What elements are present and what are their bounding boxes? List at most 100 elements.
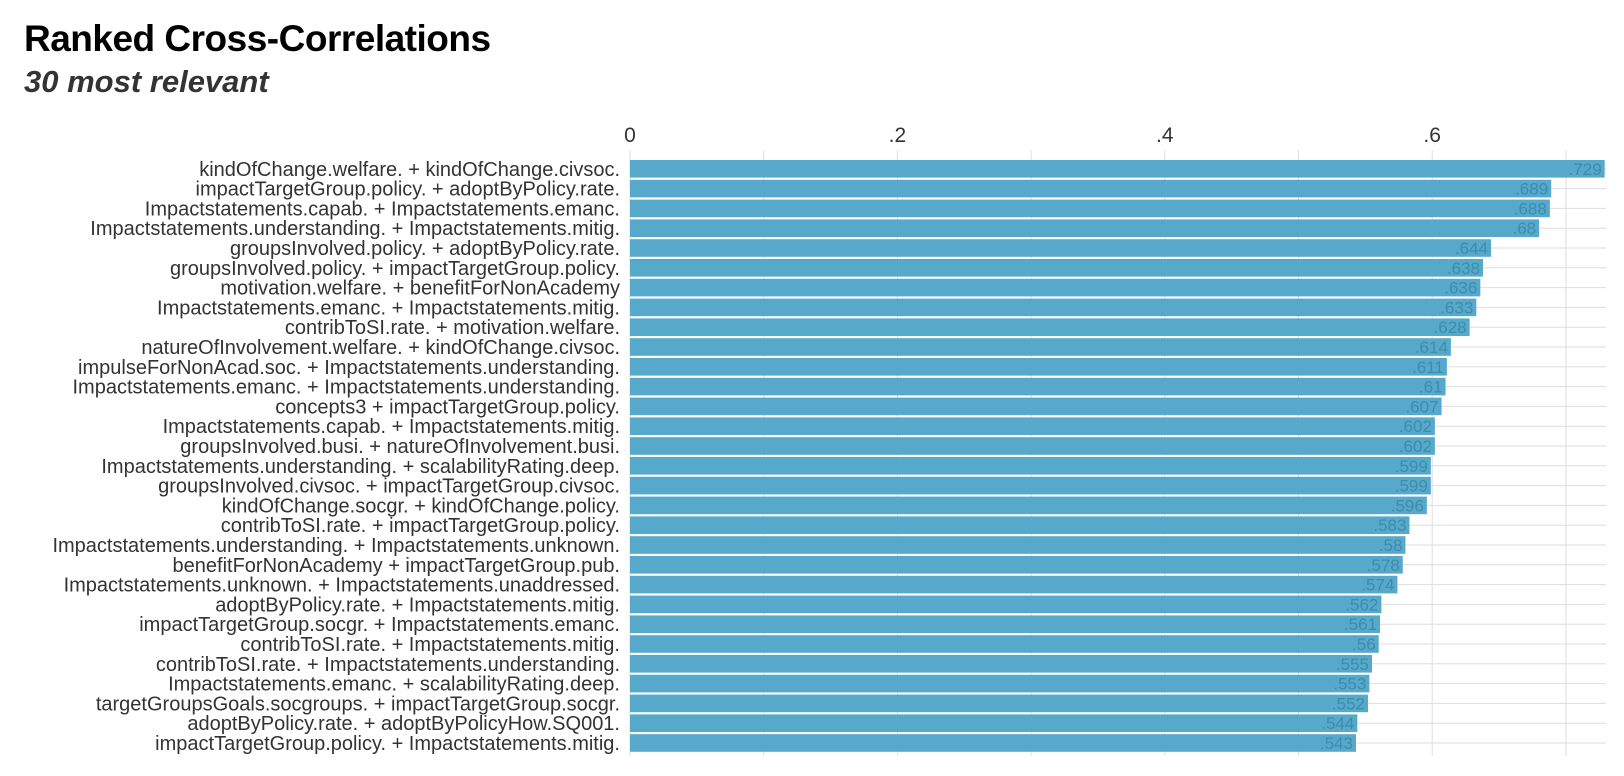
- bar: [630, 377, 1446, 396]
- category-label: impactTargetGroup.policy. + adoptByPolic…: [196, 179, 620, 201]
- data-label: .562: [1345, 595, 1378, 614]
- data-label: .56: [1352, 635, 1376, 654]
- x-tick-label: .2: [889, 124, 907, 147]
- bar: [630, 397, 1442, 416]
- data-label: .633: [1440, 298, 1473, 317]
- category-label: contribToSI.rate. + impactTargetGroup.po…: [221, 515, 620, 537]
- bar: [630, 298, 1477, 317]
- data-label: .555: [1336, 655, 1369, 674]
- bar: [630, 694, 1369, 713]
- category-labels: kindOfChange.welfare. + kindOfChange.civ…: [52, 159, 620, 755]
- x-axis-ticks: 0 .2 .4 .6: [624, 124, 1441, 147]
- chart-subtitle: 30 most relevant: [24, 64, 269, 99]
- category-label: contribToSI.rate. + motivation.welfare.: [285, 317, 620, 339]
- data-label: .644: [1455, 239, 1488, 258]
- data-label: .602: [1399, 437, 1432, 456]
- category-label: benefitForNonAcademy + impactTargetGroup…: [173, 555, 620, 577]
- bar: [630, 160, 1605, 178]
- data-label: .636: [1444, 279, 1477, 298]
- category-label: contribToSI.rate. + Impactstatements.mit…: [240, 634, 620, 656]
- data-label: .611: [1412, 358, 1444, 377]
- category-label: targetGroupsGoals.socgroups. + impactTar…: [96, 693, 620, 715]
- category-label: contribToSI.rate. + Impactstatements.und…: [156, 654, 620, 676]
- bars: [630, 160, 1605, 752]
- category-label: impulseForNonAcad.soc. + Impactstatement…: [78, 357, 620, 379]
- data-label: .602: [1399, 417, 1432, 436]
- data-label: .61: [1419, 378, 1443, 397]
- value-labels: .729 .689.688.68 .644.638.636.633.628.614.…: [1320, 160, 1602, 753]
- bar: [630, 674, 1370, 693]
- bar: [630, 318, 1470, 336]
- data-label: .638: [1447, 259, 1480, 278]
- bar: [630, 278, 1481, 297]
- data-label: .552: [1332, 694, 1365, 713]
- category-label: adoptByPolicy.rate. + adoptByPolicyHow.S…: [187, 713, 620, 735]
- bar: [630, 575, 1398, 594]
- category-label: adoptByPolicy.rate. + Impactstatements.m…: [215, 594, 620, 616]
- bar: [630, 496, 1427, 515]
- x-tick-label: .6: [1423, 124, 1441, 147]
- category-label: concepts3 + impactTargetGroup.policy.: [275, 396, 620, 418]
- category-label: kindOfChange.socgr. + kindOfChange.polic…: [222, 495, 620, 517]
- data-label: .553: [1333, 675, 1366, 694]
- bar: [630, 417, 1435, 435]
- bar: [630, 358, 1447, 376]
- bar: [630, 655, 1373, 673]
- data-label: .729: [1569, 160, 1602, 179]
- category-label: kindOfChange.welfare. + kindOfChange.civ…: [199, 159, 620, 181]
- data-label: .688: [1514, 199, 1547, 218]
- data-label: .596: [1391, 496, 1424, 515]
- category-label: groupsInvolved.policy. + impactTargetGro…: [170, 258, 620, 280]
- data-label: .607: [1405, 397, 1438, 416]
- bar: [630, 179, 1552, 198]
- bar: [630, 734, 1356, 752]
- data-label: .628: [1434, 318, 1467, 337]
- data-label: .599: [1395, 477, 1428, 496]
- bar: [630, 259, 1483, 277]
- data-label: .574: [1361, 576, 1394, 595]
- data-label: .561: [1344, 615, 1377, 634]
- data-label: .543: [1320, 734, 1353, 753]
- category-label: Impactstatements.unknown. + Impactstatem…: [64, 575, 620, 597]
- bar: [630, 338, 1451, 356]
- bar: [630, 437, 1435, 455]
- bar: [630, 536, 1406, 554]
- bar: [630, 595, 1382, 614]
- data-label: .544: [1321, 714, 1354, 733]
- data-label: .689: [1515, 180, 1548, 199]
- category-label: Impactstatements.understanding. + Impact…: [90, 218, 620, 240]
- category-label: groupsInvolved.policy. + adoptByPolicy.r…: [230, 238, 620, 260]
- data-label: .68: [1513, 219, 1537, 238]
- category-label: Impactstatements.emanc. + scalabilityRat…: [168, 674, 620, 696]
- bar: [630, 714, 1358, 732]
- data-label: .583: [1373, 516, 1406, 535]
- x-tick-label: 0: [624, 124, 636, 147]
- x-tick-label: .4: [1156, 124, 1174, 147]
- category-label: Impactstatements.understanding. + Impact…: [52, 535, 620, 557]
- bar: [630, 219, 1540, 237]
- data-label: .58: [1379, 536, 1403, 555]
- category-label: groupsInvolved.busi. + natureOfInvolveme…: [180, 436, 620, 458]
- category-label: Impactstatements.emanc. + Impactstatemen…: [73, 377, 621, 399]
- bar: [630, 615, 1381, 633]
- bar: [630, 457, 1431, 475]
- category-label: natureOfInvolvement.welfare. + kindOfCha…: [141, 337, 620, 359]
- bar: [630, 239, 1492, 257]
- data-label: .578: [1367, 556, 1400, 575]
- category-label: impactTargetGroup.policy. + Impactstatem…: [155, 733, 620, 755]
- bar: [630, 476, 1431, 495]
- category-label: Impactstatements.capab. + Impactstatemen…: [163, 416, 620, 438]
- data-label: .614: [1415, 338, 1448, 357]
- category-label: impactTargetGroup.socgr. + Impactstateme…: [139, 614, 620, 636]
- data-label: .599: [1395, 457, 1428, 476]
- chart-title: Ranked Cross-Correlations: [24, 18, 491, 59]
- category-label: Impactstatements.understanding. + scalab…: [101, 456, 620, 478]
- bar: [630, 199, 1550, 218]
- category-label: groupsInvolved.civsoc. + impactTargetGro…: [158, 476, 620, 498]
- category-label: motivation.welfare. + benefitForNonAcade…: [220, 278, 620, 300]
- bar: [630, 556, 1403, 574]
- bar: [630, 516, 1410, 534]
- category-label: Impactstatements.emanc. + Impactstatemen…: [157, 297, 620, 319]
- bar: [630, 635, 1379, 653]
